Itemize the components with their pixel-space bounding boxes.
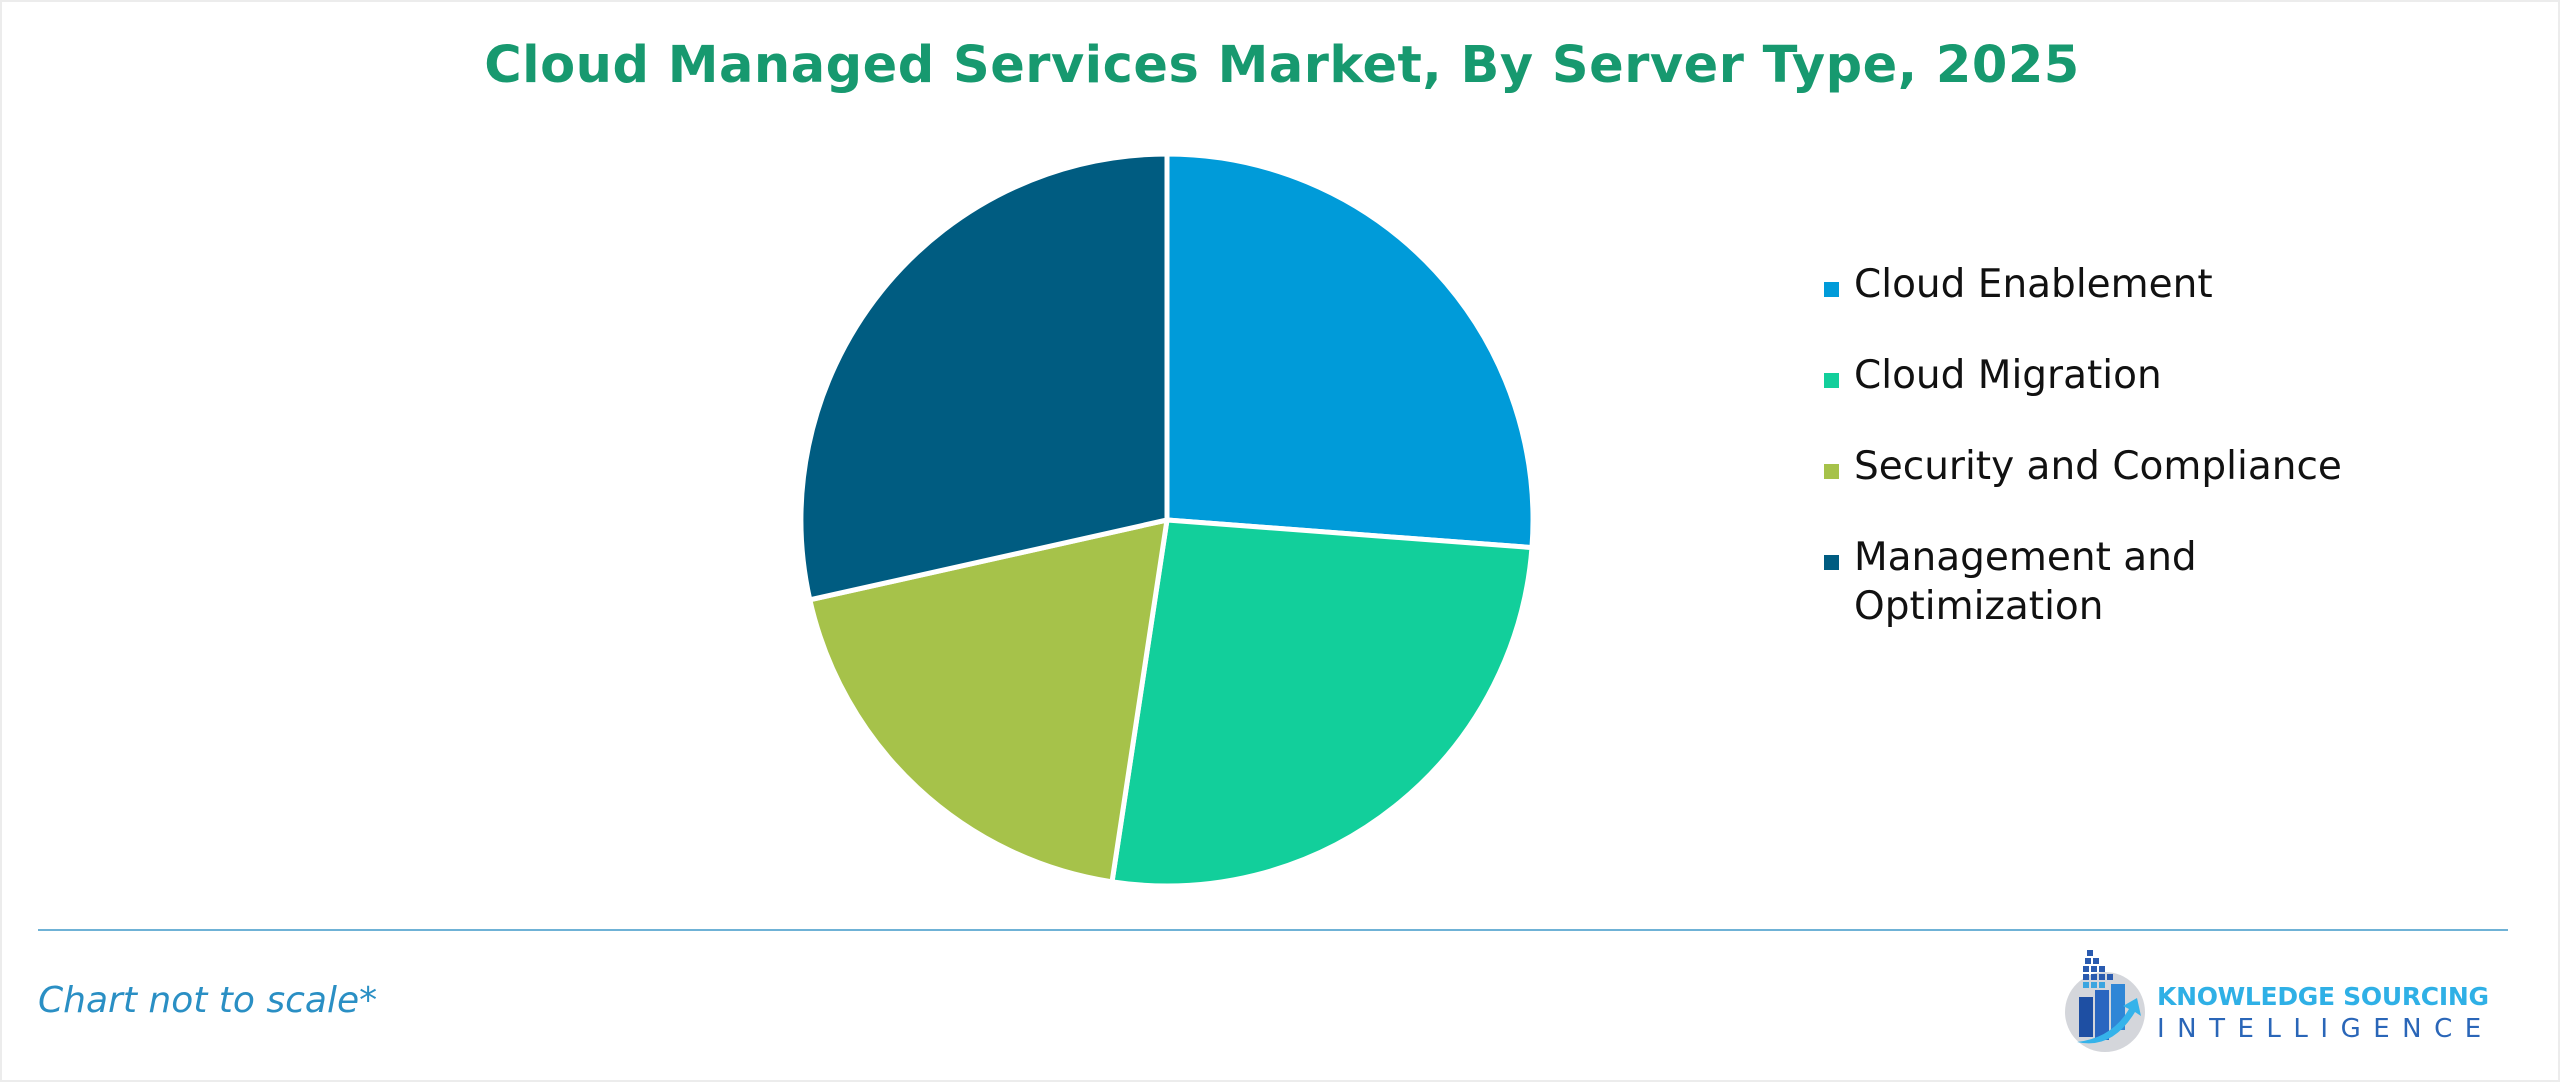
footnote: Chart not to scale* [38, 980, 378, 1021]
legend-label: Security and Compliance [1854, 444, 2342, 489]
pie-slice-cloud-migration [1109, 517, 1535, 889]
footer-divider [38, 929, 2508, 931]
legend-swatch [1824, 373, 1839, 388]
pie-slice-cloud-enablement [1164, 151, 1536, 551]
legend-swatch [1824, 282, 1839, 297]
company-logo: KNOWLEDGE SOURCING INTELLIGENCE [2057, 942, 2489, 1057]
legend-label: Cloud Migration [1854, 353, 2162, 398]
chart-title: Cloud Managed Services Market, By Server… [484, 36, 2080, 95]
logo-text-line1: KNOWLEDGE SOURCING [2157, 982, 2489, 1011]
logo-text-line2: INTELLIGENCE [2157, 1014, 2494, 1044]
logo-mark-icon [2065, 950, 2145, 1052]
legend: Cloud Enablement Cloud Migration Securit… [1824, 260, 2384, 673]
legend-label: Cloud Enablement [1854, 262, 2213, 307]
legend-swatch [1824, 555, 1839, 570]
pie-slice-security-and-compliance [807, 517, 1170, 885]
legend-item-cloud-migration: Cloud Migration [1824, 351, 2384, 400]
legend-label: Management and Optimization [1854, 535, 2197, 629]
pie-slice-management-and-optimization [798, 151, 1170, 603]
legend-item-security-compliance: Security and Compliance [1824, 442, 2384, 491]
legend-item-management-optimization: Management and Optimization [1824, 533, 2254, 631]
legend-swatch [1824, 464, 1839, 479]
legend-item-cloud-enablement: Cloud Enablement [1824, 260, 2384, 309]
